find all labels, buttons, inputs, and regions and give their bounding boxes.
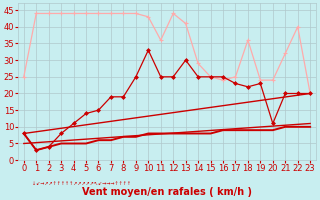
Text: ↓↙→↗↗↑↑↑↑↑↗↗↗↗↗↖↙→→→↑↑↑↑: ↓↙→↗↗↑↑↑↑↑↗↗↗↗↗↖↙→→→↑↑↑↑ [32,181,131,186]
X-axis label: Vent moyen/en rafales ( km/h ): Vent moyen/en rafales ( km/h ) [82,187,252,197]
